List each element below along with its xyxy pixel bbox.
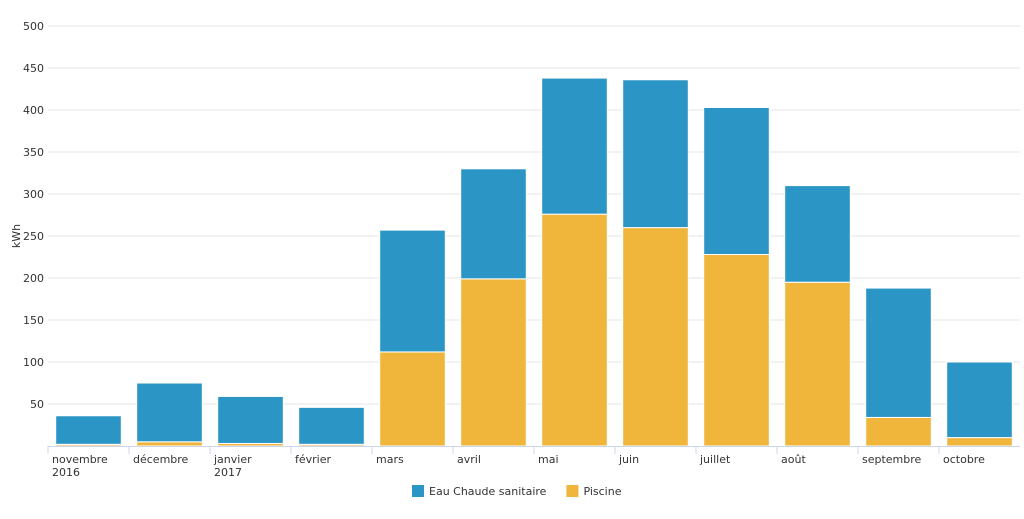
legend-swatch: [412, 485, 424, 497]
legend-label: Piscine: [583, 485, 621, 498]
bar-segment: [379, 351, 446, 447]
x-tick-label: septembre: [862, 453, 922, 466]
x-tick-label: juin: [618, 453, 639, 466]
bar-segment: [622, 79, 689, 229]
bar-segment: [622, 227, 689, 447]
y-tick-label: 350: [23, 146, 44, 159]
y-tick-label: 200: [23, 272, 44, 285]
bar-segment: [784, 281, 851, 447]
x-tick-label: janvier: [213, 453, 252, 466]
x-tick-label: février: [295, 453, 331, 466]
x-tick-label: 2017: [214, 466, 242, 479]
bar-segment: [541, 77, 608, 215]
legend-swatch: [566, 485, 579, 497]
bar-segment: [703, 253, 770, 447]
y-tick-label: 50: [30, 398, 44, 411]
x-tick-label: mai: [538, 453, 559, 466]
legend: Eau Chaude sanitaire Piscine: [412, 485, 622, 498]
y-tick-label: 150: [23, 314, 44, 327]
bar-segment: [379, 229, 446, 353]
bar-segment: [784, 185, 851, 283]
x-tick-label: décembre: [133, 453, 189, 466]
y-tick-label: 250: [23, 230, 44, 243]
bar-segment: [703, 106, 770, 255]
bar-segment: [946, 437, 1013, 447]
bar-segment: [136, 441, 203, 447]
bar-segment: [460, 278, 527, 447]
x-tick-label: mars: [376, 453, 404, 466]
bar-segment: [136, 382, 203, 443]
y-axis-title: kWh: [10, 224, 23, 248]
bar-segment: [217, 395, 284, 444]
x-tick-label: août: [781, 453, 806, 466]
bar-segment: [541, 213, 608, 447]
x-tick-label: octobre: [943, 453, 985, 466]
x-tick-label: 2016: [52, 466, 80, 479]
bar-segment: [946, 361, 1013, 439]
legend-label: Eau Chaude sanitaire: [429, 485, 547, 498]
x-tick-label: juillet: [699, 453, 731, 466]
gridlines: [48, 25, 1020, 405]
bar-segment: [865, 287, 932, 418]
y-tick-label: 400: [23, 104, 44, 117]
bars: [55, 77, 1013, 447]
bar-segment: [55, 415, 122, 445]
bar-segment: [460, 168, 527, 280]
bar-segment: [298, 406, 365, 445]
x-tick-label: novembre: [52, 453, 108, 466]
x-tick-label: avril: [457, 453, 481, 466]
y-tick-label: 450: [23, 62, 44, 75]
axes: 50100150200250300350400450500novembre201…: [23, 20, 1020, 479]
y-tick-label: 300: [23, 188, 44, 201]
y-tick-label: 100: [23, 356, 44, 369]
bar-segment: [865, 416, 932, 447]
y-tick-label: 500: [23, 20, 44, 33]
